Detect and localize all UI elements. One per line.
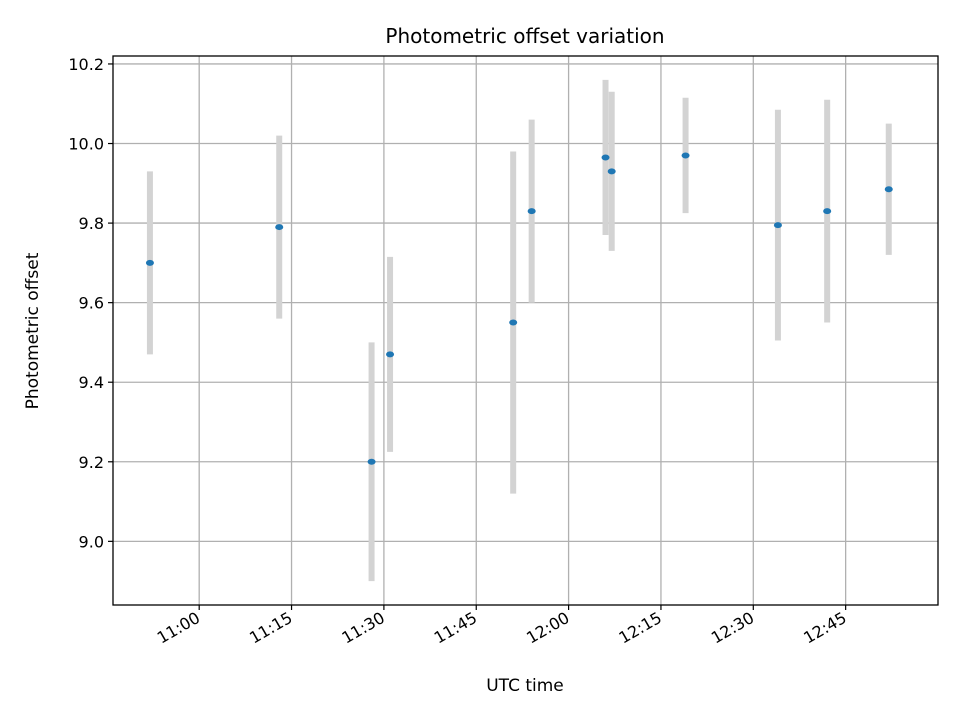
data-point: [681, 152, 690, 159]
data-point: [509, 319, 518, 326]
x-axis-label: UTC time: [486, 676, 564, 696]
y-tick-label: 9.6: [79, 294, 104, 313]
data-point: [386, 351, 395, 358]
data-point: [884, 186, 893, 193]
data-point: [601, 154, 610, 161]
data-points: [145, 152, 893, 465]
data-point: [773, 222, 782, 229]
data-point: [823, 208, 832, 215]
data-point: [275, 224, 284, 231]
grid: [113, 56, 938, 605]
y-tick-label: 9.4: [79, 373, 104, 392]
data-point: [527, 208, 536, 215]
y-axis-label: Photometric offset: [23, 252, 43, 409]
plot-frame: [112, 55, 939, 606]
chart-title: Photometric offset variation: [385, 24, 664, 48]
y-tick-label: 9.8: [79, 214, 104, 233]
y-tick-label: 10.2: [68, 55, 104, 74]
data-point: [367, 458, 376, 465]
data-point: [607, 168, 616, 175]
y-tick-label: 9.0: [79, 532, 104, 551]
y-tick-label: 10.0: [68, 135, 104, 154]
y-tick-label: 9.2: [79, 453, 104, 472]
data-point: [145, 259, 154, 266]
